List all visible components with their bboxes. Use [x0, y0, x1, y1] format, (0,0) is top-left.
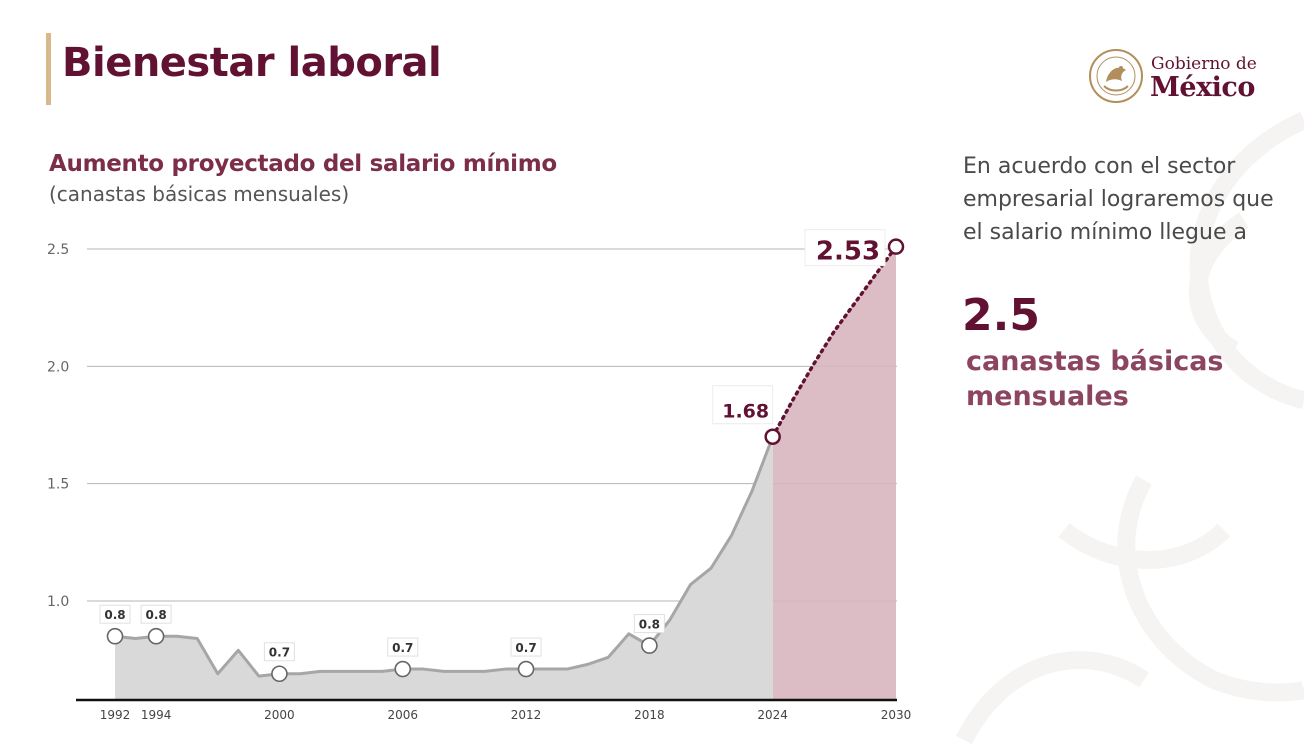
- data-label: 0.7: [392, 641, 413, 655]
- national-seal-icon: [1089, 49, 1143, 103]
- highlight-point: [764, 428, 781, 445]
- title-accent-bar: [46, 33, 51, 105]
- x-tick-label: 2006: [387, 708, 418, 722]
- y-tick-label: 1.0: [47, 594, 69, 610]
- data-label: 0.7: [515, 641, 536, 655]
- data-label: 0.7: [269, 646, 290, 660]
- data-point: [394, 660, 412, 678]
- data-label: 0.8: [145, 608, 166, 622]
- x-tick-label: 2018: [634, 708, 665, 722]
- highlight-label: 2.53: [816, 237, 880, 267]
- data-label-box: [99, 604, 131, 624]
- historical-area: [115, 436, 773, 700]
- data-point: [147, 627, 165, 645]
- side-panel-unit: canastas básicas mensuales: [966, 346, 1224, 412]
- projection-area: [772, 246, 896, 701]
- x-tick-label: 2012: [511, 708, 542, 722]
- data-label: 0.8: [104, 608, 125, 622]
- highlight-label: 1.68: [722, 401, 769, 423]
- highlight-point: [887, 238, 905, 255]
- x-tick-label: 1994: [141, 708, 172, 722]
- logo-text-main: México: [1150, 72, 1255, 103]
- page-title: Bienestar laboral: [62, 40, 442, 86]
- logo-text-top: Gobierno de: [1151, 54, 1257, 74]
- data-point: [641, 637, 658, 654]
- data-label-box: [387, 637, 419, 657]
- side-panel-text: En acuerdo con el sector empresarial log…: [963, 154, 1274, 245]
- data-label-box: [140, 604, 172, 624]
- y-tick-label: 2.0: [47, 359, 69, 375]
- data-point: [517, 660, 535, 678]
- highlight-label-box: [712, 385, 774, 425]
- y-tick-label: 2.5: [47, 242, 69, 258]
- highlight-label-box: [804, 229, 886, 267]
- x-tick-label: 2024: [757, 708, 788, 722]
- chart-subtitle: (canastas básicas mensuales): [49, 182, 350, 206]
- projection-line: [770, 244, 898, 439]
- side-panel-big-value: 2.5: [962, 290, 1040, 341]
- data-point: [271, 665, 288, 683]
- data-point: [106, 627, 124, 645]
- data-label: 0.8: [639, 618, 660, 632]
- x-tick-label: 1992: [100, 708, 131, 722]
- chart-title: Aumento proyectado del salario mínimo: [49, 151, 557, 177]
- x-tick-label: 2000: [264, 708, 295, 722]
- data-label-box: [633, 614, 665, 634]
- data-label-box: [263, 642, 295, 662]
- minimum-wage-chart: 1.0 1.5 2.0 2.5 1992 1994 2000 2006 2012 2018 2024…: [47, 229, 912, 722]
- x-tick-label: 2030: [881, 708, 912, 722]
- gobierno-de-mexico-logo: Gobierno de México: [1088, 48, 1278, 108]
- data-label-box: [510, 637, 542, 657]
- y-tick-label: 1.5: [47, 477, 69, 493]
